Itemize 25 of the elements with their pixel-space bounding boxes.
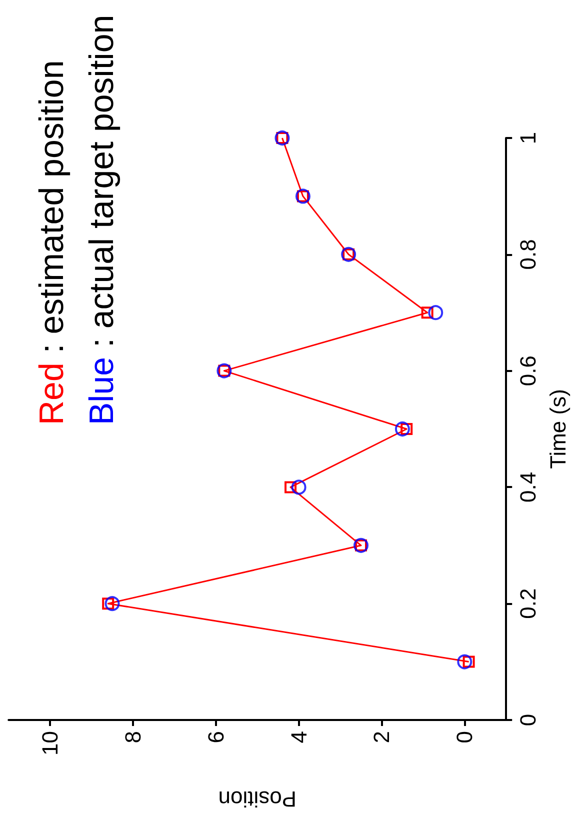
x-tick-label: 0 <box>452 731 478 744</box>
point <box>284 481 297 494</box>
point <box>291 480 306 495</box>
y2-tick-label: 0.4 <box>516 472 541 502</box>
x-axis-title: Position <box>218 786 296 812</box>
point <box>462 656 475 668</box>
point <box>102 598 114 610</box>
point <box>394 422 410 436</box>
x-tick-label: 2 <box>369 731 394 744</box>
point <box>457 654 472 670</box>
annotation: Blue : actual target position <box>83 14 121 425</box>
x-tick-label: 6 <box>203 731 228 744</box>
y2-axis-title: Time (s) <box>546 389 570 469</box>
y2-tick-label: 1 <box>516 132 541 144</box>
x-tick-label: 10 <box>38 731 63 756</box>
x-tick-label: 4 <box>286 731 312 744</box>
point <box>104 596 120 612</box>
annotation: Red : estimated position <box>33 60 71 425</box>
y2-tick-label: 0.6 <box>516 356 541 386</box>
point <box>421 306 434 319</box>
point <box>428 305 444 320</box>
x-tick-label: 8 <box>120 731 146 744</box>
y2-tick-label: 0 <box>516 714 541 726</box>
y2-tick-label: 0.2 <box>516 588 541 619</box>
y2-tick-label: 0.8 <box>516 239 541 270</box>
